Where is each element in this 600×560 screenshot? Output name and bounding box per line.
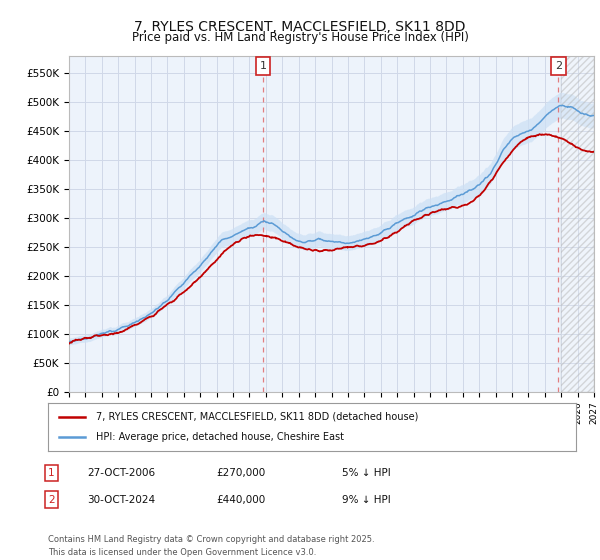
Text: 7, RYLES CRESCENT, MACCLESFIELD, SK11 8DD: 7, RYLES CRESCENT, MACCLESFIELD, SK11 8D… [134,20,466,34]
Text: 9% ↓ HPI: 9% ↓ HPI [342,494,391,505]
Text: 27-OCT-2006: 27-OCT-2006 [87,468,155,478]
Text: Contains HM Land Registry data © Crown copyright and database right 2025.
This d: Contains HM Land Registry data © Crown c… [48,535,374,557]
Text: HPI: Average price, detached house, Cheshire East: HPI: Average price, detached house, Ches… [95,432,344,442]
Text: 1: 1 [48,468,55,478]
Text: 1: 1 [260,61,266,71]
Text: 2: 2 [48,494,55,505]
Text: £270,000: £270,000 [216,468,265,478]
Text: 30-OCT-2024: 30-OCT-2024 [87,494,155,505]
Text: 7, RYLES CRESCENT, MACCLESFIELD, SK11 8DD (detached house): 7, RYLES CRESCENT, MACCLESFIELD, SK11 8D… [95,412,418,422]
Text: Price paid vs. HM Land Registry's House Price Index (HPI): Price paid vs. HM Land Registry's House … [131,31,469,44]
Text: 2: 2 [555,61,562,71]
Text: £440,000: £440,000 [216,494,265,505]
Text: 5% ↓ HPI: 5% ↓ HPI [342,468,391,478]
